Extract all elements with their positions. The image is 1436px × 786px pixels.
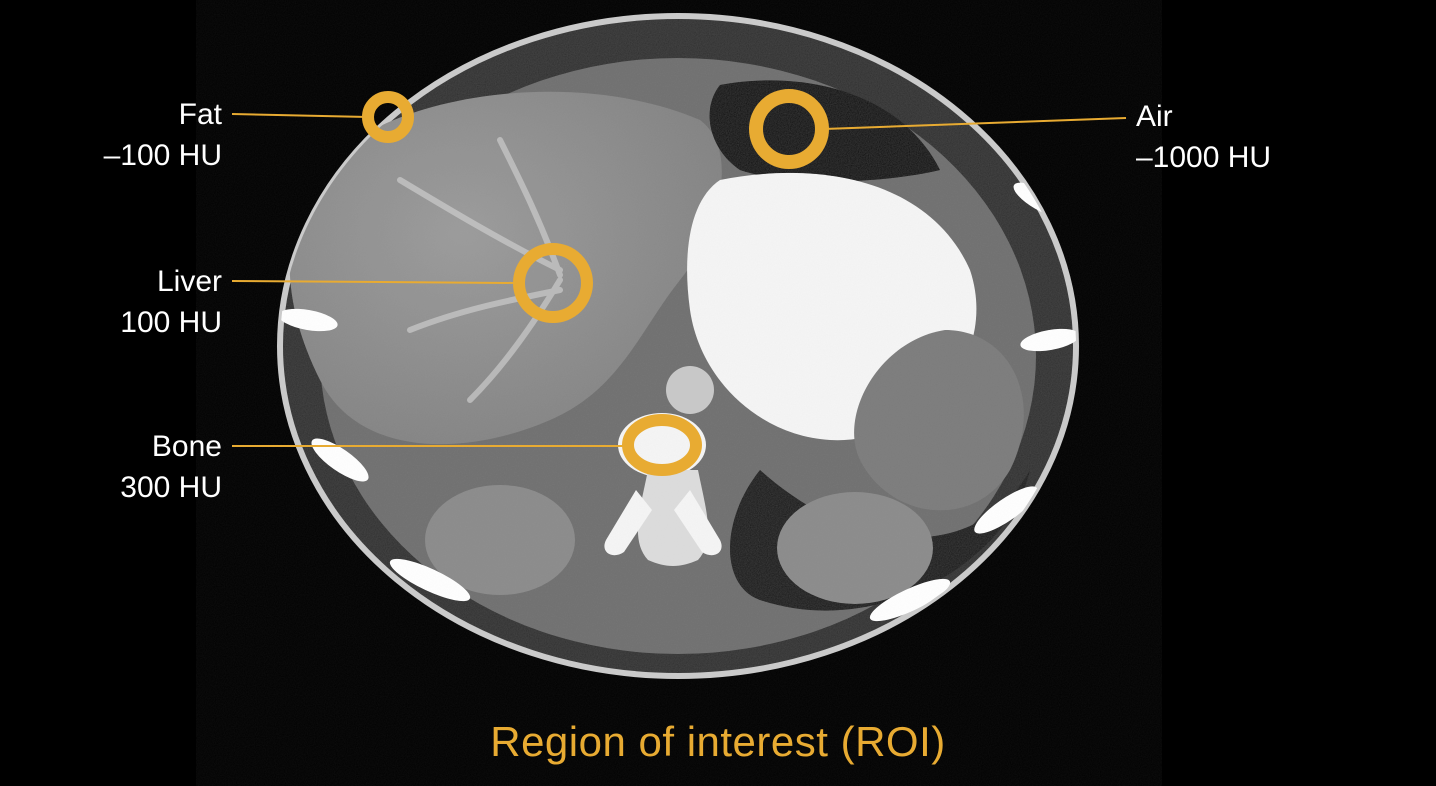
label-air: Air –1000 HU bbox=[1136, 97, 1271, 178]
roi-rings bbox=[368, 96, 822, 470]
leader-liver bbox=[232, 281, 517, 283]
leader-fat bbox=[232, 114, 368, 117]
liver-vessels bbox=[400, 140, 560, 400]
ct-body bbox=[277, 16, 1082, 735]
label-liver-name: Liver bbox=[157, 265, 222, 298]
roi-ring-fat bbox=[368, 97, 408, 137]
label-bone: Bone 300 HU bbox=[120, 427, 222, 508]
caption: Region of interest (ROI) bbox=[0, 718, 1436, 766]
label-fat: Fat –100 HU bbox=[104, 95, 222, 176]
region-spleen bbox=[854, 330, 1024, 510]
label-liver-hu: 100 HU bbox=[120, 306, 222, 339]
leader-air bbox=[824, 118, 1126, 129]
label-air-name: Air bbox=[1136, 100, 1173, 133]
ribs bbox=[277, 137, 1082, 628]
label-bone-name: Bone bbox=[152, 430, 222, 463]
posterior-fat bbox=[730, 470, 1030, 611]
label-bone-hu: 300 HU bbox=[120, 471, 222, 504]
region-liver bbox=[290, 92, 722, 444]
roi-ring-liver bbox=[519, 249, 587, 317]
region-stomach-contrast bbox=[687, 173, 976, 440]
label-fat-hu: –100 HU bbox=[104, 139, 222, 172]
region-aorta bbox=[666, 366, 714, 414]
diagram-stage: Fat –100 HU Liver 100 HU Bone 300 HU Air –1000 … bbox=[0, 0, 1436, 786]
label-fat-name: Fat bbox=[179, 98, 222, 131]
label-air-hu: –1000 HU bbox=[1136, 141, 1271, 174]
roi-ring-air bbox=[756, 96, 822, 162]
region-kidney-left bbox=[425, 485, 575, 595]
region-kidney-right bbox=[777, 492, 933, 604]
region-vertebra bbox=[604, 413, 721, 566]
leader-lines bbox=[232, 114, 1126, 446]
region-stomach-gas bbox=[710, 80, 940, 181]
label-liver: Liver 100 HU bbox=[120, 262, 222, 343]
roi-ring-bone bbox=[628, 420, 696, 470]
